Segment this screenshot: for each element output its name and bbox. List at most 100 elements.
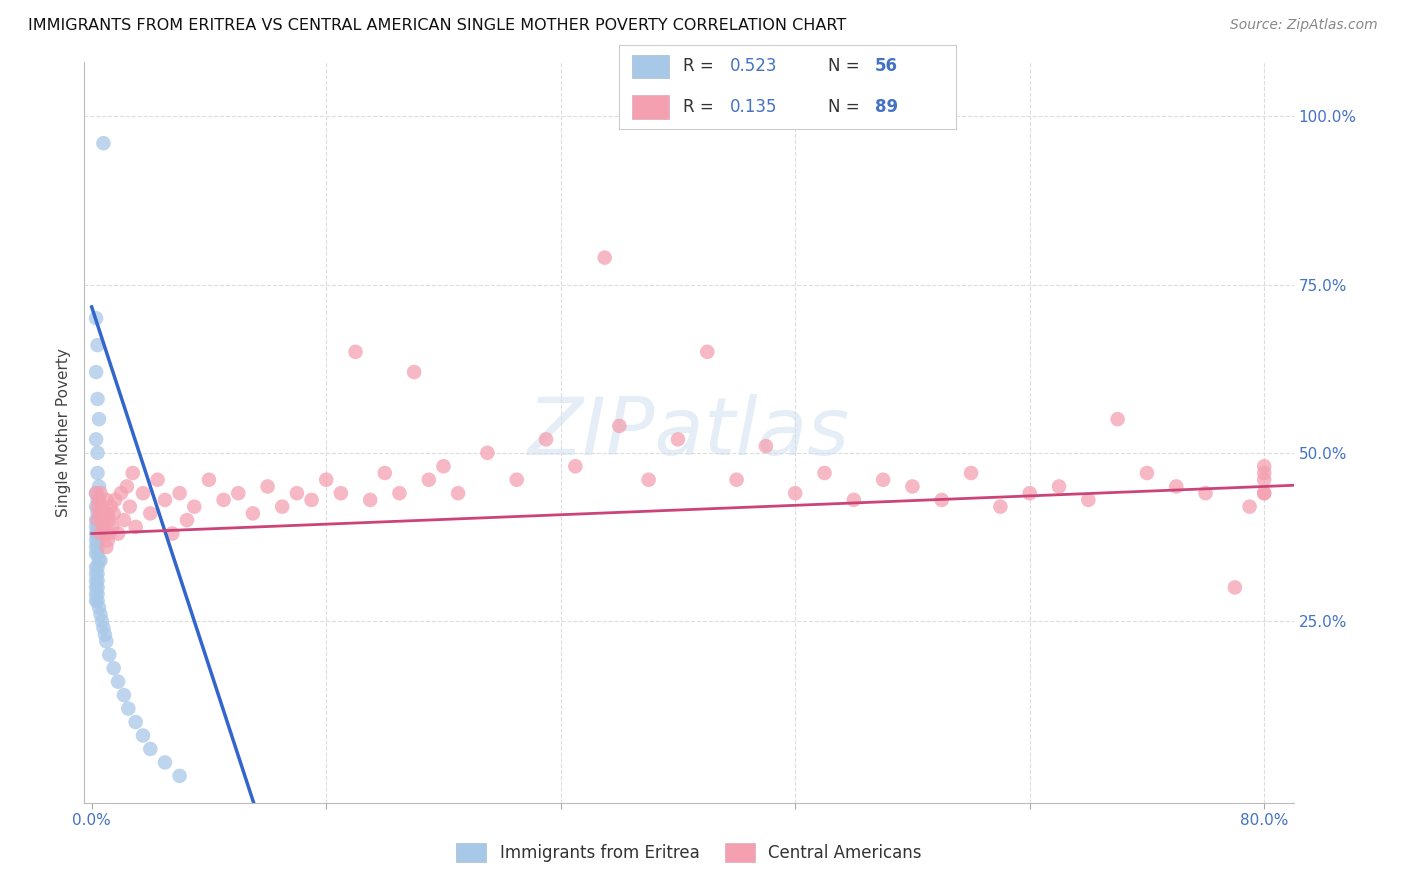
- Point: [86, 574, 108, 588]
- Point: [1166, 479, 1188, 493]
- Point: [153, 492, 176, 507]
- Point: [388, 486, 411, 500]
- Point: [91, 614, 114, 628]
- Point: [418, 473, 440, 487]
- Point: [124, 520, 146, 534]
- Point: [89, 486, 111, 500]
- Point: [696, 344, 718, 359]
- Point: [107, 526, 129, 541]
- Text: Source: ZipAtlas.com: Source: ZipAtlas.com: [1230, 18, 1378, 32]
- Point: [344, 344, 367, 359]
- Point: [447, 486, 470, 500]
- Point: [84, 566, 107, 581]
- Point: [97, 533, 120, 548]
- Point: [990, 500, 1012, 514]
- Point: [94, 513, 117, 527]
- Point: [103, 661, 125, 675]
- Point: [271, 500, 294, 514]
- Point: [564, 459, 586, 474]
- Point: [84, 547, 107, 561]
- Point: [139, 742, 162, 756]
- Point: [86, 566, 108, 581]
- Point: [901, 479, 924, 493]
- Point: [84, 587, 107, 601]
- Point: [242, 507, 264, 521]
- Point: [1136, 466, 1159, 480]
- Point: [162, 526, 184, 541]
- Text: ZIPatlas: ZIPatlas: [527, 393, 851, 472]
- Point: [84, 560, 107, 574]
- Point: [725, 473, 748, 487]
- Point: [153, 756, 176, 770]
- Point: [93, 621, 115, 635]
- Point: [169, 769, 191, 783]
- Point: [96, 634, 118, 648]
- Point: [1107, 412, 1129, 426]
- Point: [84, 533, 107, 548]
- Point: [1018, 486, 1040, 500]
- Point: [84, 526, 107, 541]
- Text: 0.523: 0.523: [730, 57, 778, 75]
- Point: [1077, 492, 1099, 507]
- Point: [132, 729, 155, 743]
- Text: R =: R =: [683, 57, 718, 75]
- Point: [93, 520, 115, 534]
- Point: [97, 507, 120, 521]
- Point: [121, 466, 143, 480]
- Point: [477, 446, 499, 460]
- Point: [285, 486, 308, 500]
- Point: [315, 473, 337, 487]
- Point: [98, 526, 121, 541]
- Point: [87, 492, 110, 507]
- Point: [98, 648, 121, 662]
- Point: [86, 466, 108, 480]
- Point: [301, 492, 323, 507]
- Point: [87, 412, 110, 426]
- Point: [169, 486, 191, 500]
- Point: [84, 594, 107, 608]
- Point: [93, 507, 115, 521]
- FancyBboxPatch shape: [633, 54, 669, 78]
- Point: [86, 540, 108, 554]
- Point: [931, 492, 953, 507]
- Point: [1194, 486, 1216, 500]
- Point: [842, 492, 865, 507]
- Point: [256, 479, 278, 493]
- Point: [89, 607, 111, 622]
- Point: [101, 520, 124, 534]
- Point: [115, 479, 138, 493]
- Point: [132, 486, 155, 500]
- Y-axis label: Single Mother Poverty: Single Mother Poverty: [56, 348, 72, 517]
- Point: [86, 594, 108, 608]
- Point: [86, 526, 108, 541]
- Point: [84, 513, 107, 527]
- Point: [872, 473, 894, 487]
- Point: [183, 500, 205, 514]
- Point: [607, 418, 630, 433]
- Point: [226, 486, 249, 500]
- Text: R =: R =: [683, 98, 718, 116]
- Point: [117, 701, 139, 715]
- Point: [139, 507, 162, 521]
- Point: [86, 446, 108, 460]
- Point: [1253, 486, 1275, 500]
- Point: [960, 466, 983, 480]
- Point: [1223, 581, 1246, 595]
- Point: [329, 486, 352, 500]
- Point: [86, 492, 108, 507]
- Point: [86, 500, 108, 514]
- Point: [176, 513, 198, 527]
- Point: [86, 587, 108, 601]
- Point: [785, 486, 807, 500]
- Point: [87, 507, 110, 521]
- Point: [96, 492, 118, 507]
- Text: N =: N =: [828, 98, 865, 116]
- Point: [84, 486, 107, 500]
- Point: [813, 466, 835, 480]
- Point: [84, 500, 107, 514]
- Point: [1253, 486, 1275, 500]
- Point: [86, 513, 108, 527]
- Point: [84, 581, 107, 595]
- Point: [84, 486, 107, 500]
- Point: [87, 600, 110, 615]
